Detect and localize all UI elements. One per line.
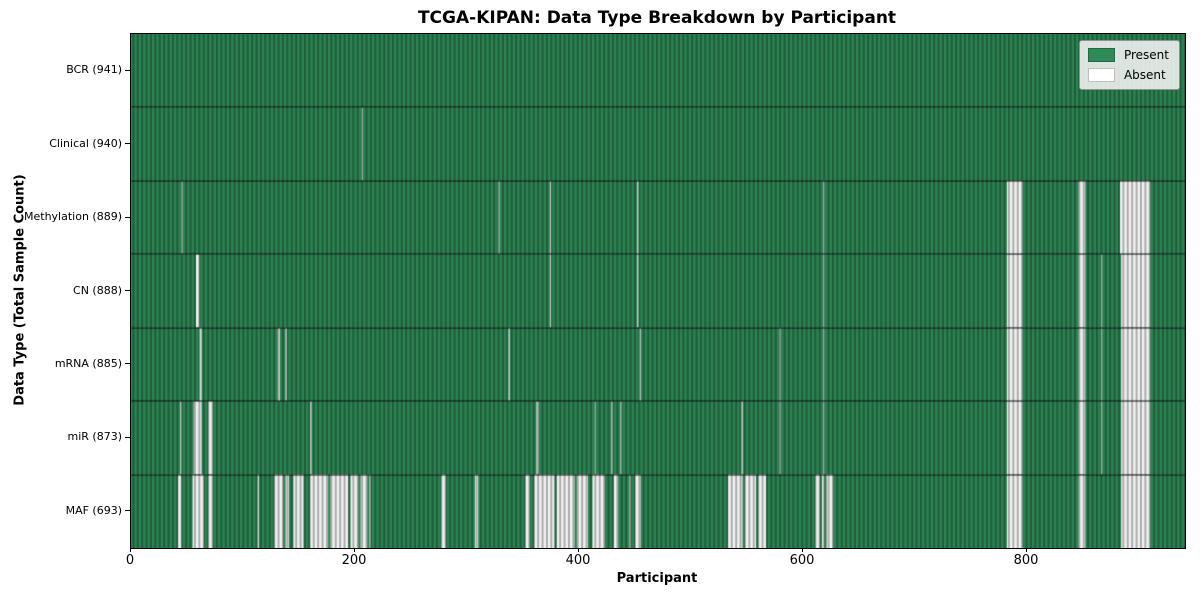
x-tick-mark [130, 548, 131, 552]
x-tick-label-600: 600 [789, 553, 815, 568]
x-tick-label-800: 800 [1013, 553, 1039, 568]
legend-item-absent: Absent [1087, 67, 1169, 82]
y-tick-label-mir: miR (873) [67, 430, 123, 443]
x-tick-label-200: 200 [341, 553, 367, 568]
x-tick-label-0: 0 [125, 553, 135, 568]
x-tick-label-400: 400 [565, 553, 591, 568]
x-axis-label: Participant [616, 571, 698, 586]
y-tick-label-clinical: Clinical (940) [49, 137, 122, 150]
legend-label-absent: Absent [1123, 67, 1166, 82]
chart-title: TCGA-KIPAN: Data Type Breakdown by Parti… [417, 8, 897, 28]
y-tick-mark [125, 70, 130, 71]
heatmap-canvas [131, 34, 1185, 548]
legend-swatch-absent-icon [1087, 68, 1115, 82]
y-tick-label-bcr: BCR (941) [66, 63, 122, 76]
x-tick-mark [354, 548, 355, 552]
y-tick-mark [125, 217, 130, 218]
y-tick-mark [125, 437, 130, 438]
y-tick-mark [125, 290, 130, 291]
x-tick-mark [578, 548, 579, 552]
x-tick-mark [802, 548, 803, 552]
y-tick-mark [125, 510, 130, 511]
y-tick-label-methylation: Methylation (889) [24, 210, 122, 223]
y-tick-label-maf: MAF (693) [65, 504, 122, 517]
y-tick-mark [125, 363, 130, 364]
x-tick-mark [1026, 548, 1027, 552]
y-tick-mark [125, 143, 130, 144]
y-tick-label-mrna: mRNA (885) [54, 357, 122, 370]
legend-label-present: Present [1123, 47, 1169, 62]
y-tick-label-cn: CN (888) [73, 284, 122, 297]
legend-item-present: Present [1087, 47, 1169, 62]
legend: Present Absent [1078, 40, 1180, 90]
plot-area: Present Absent [130, 33, 1186, 549]
legend-swatch-present-icon [1087, 48, 1115, 62]
